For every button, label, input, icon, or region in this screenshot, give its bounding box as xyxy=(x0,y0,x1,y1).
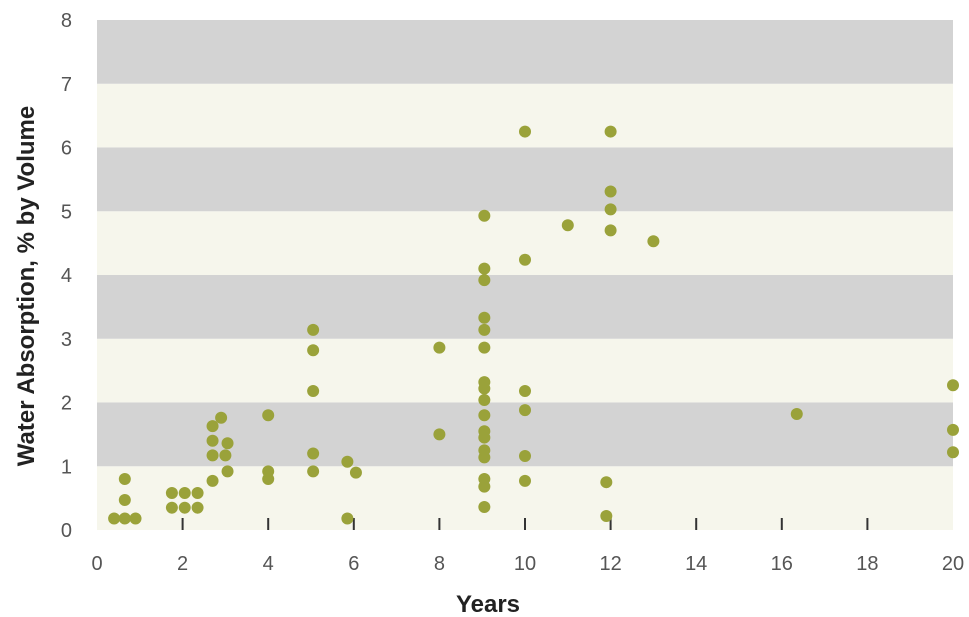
data-point-60 xyxy=(604,185,617,198)
data-point-23 xyxy=(307,447,320,460)
data-point-5 xyxy=(165,501,178,514)
data-point-48 xyxy=(478,209,491,222)
data-point-54 xyxy=(519,125,531,138)
data-point-18 xyxy=(221,437,234,450)
data-point-47 xyxy=(478,262,491,275)
x-tick-label-8: 8 xyxy=(434,553,445,575)
data-point-10 xyxy=(191,487,204,500)
data-point-44 xyxy=(478,323,491,336)
data-points xyxy=(108,125,959,525)
data-point-56 xyxy=(600,509,613,522)
data-point-0 xyxy=(108,512,121,525)
y-axis-tick-labels: 0 1 2 3 4 5 6 7 8 xyxy=(61,10,72,542)
data-point-22 xyxy=(307,465,320,478)
y-tick-label-0: 0 xyxy=(61,520,72,542)
x-tick-label-10: 10 xyxy=(514,553,536,575)
data-point-25 xyxy=(307,344,320,357)
band-6-7 xyxy=(97,83,953,148)
x-tick-label-4: 4 xyxy=(263,553,274,575)
x-tick-label-20: 20 xyxy=(942,553,964,575)
y-axis-title: Water Absorption, % by Volume xyxy=(13,106,40,466)
data-point-4 xyxy=(118,473,131,485)
band-7-8 xyxy=(97,20,953,84)
data-point-52 xyxy=(519,385,531,398)
data-point-27 xyxy=(341,512,354,525)
data-point-29 xyxy=(349,466,362,479)
y-tick-label-7: 7 xyxy=(61,74,72,96)
x-tick-label-14: 14 xyxy=(685,553,707,575)
data-point-49 xyxy=(519,474,531,487)
data-point-58 xyxy=(604,224,617,237)
y-tick-label-4: 4 xyxy=(61,265,72,287)
data-point-21 xyxy=(262,409,275,422)
data-point-16 xyxy=(219,449,232,462)
data-point-66 xyxy=(947,379,959,392)
data-point-62 xyxy=(647,235,660,248)
data-point-2 xyxy=(129,512,142,525)
data-point-24 xyxy=(307,385,320,398)
x-axis-title: Years xyxy=(456,591,520,617)
data-point-36 xyxy=(478,444,491,457)
data-point-38 xyxy=(478,425,491,438)
data-point-26 xyxy=(307,323,320,336)
data-point-20 xyxy=(262,465,275,478)
data-point-9 xyxy=(178,487,191,500)
data-point-13 xyxy=(206,434,219,447)
y-tick-label-8: 8 xyxy=(61,10,72,32)
x-axis-tick-marks xyxy=(181,518,869,530)
data-point-51 xyxy=(519,404,531,417)
data-point-53 xyxy=(519,253,531,266)
data-point-43 xyxy=(478,341,491,354)
data-point-64 xyxy=(947,446,959,459)
y-tick-label-2: 2 xyxy=(61,393,72,415)
data-point-55 xyxy=(561,219,574,232)
x-tick-label-16: 16 xyxy=(771,553,793,575)
data-point-1 xyxy=(118,512,131,525)
data-point-46 xyxy=(478,274,491,287)
data-point-50 xyxy=(519,450,531,463)
data-point-7 xyxy=(191,501,204,514)
data-point-8 xyxy=(165,487,178,500)
data-point-17 xyxy=(221,465,234,478)
data-point-34 xyxy=(478,473,491,485)
data-point-45 xyxy=(478,311,491,324)
data-point-40 xyxy=(478,393,491,406)
x-tick-label-18: 18 xyxy=(856,553,878,575)
data-point-39 xyxy=(478,409,491,422)
data-point-28 xyxy=(341,455,354,468)
data-point-65 xyxy=(947,423,959,436)
y-tick-label-5: 5 xyxy=(61,201,72,223)
data-point-11 xyxy=(206,474,219,487)
y-tick-label-1: 1 xyxy=(61,456,72,478)
data-point-30 xyxy=(433,428,446,441)
data-point-15 xyxy=(215,411,228,424)
x-tick-label-2: 2 xyxy=(177,553,188,575)
data-point-12 xyxy=(206,449,219,462)
data-point-6 xyxy=(178,501,191,514)
data-point-42 xyxy=(478,376,491,389)
y-tick-label-3: 3 xyxy=(61,329,72,351)
data-point-57 xyxy=(600,476,613,489)
data-point-59 xyxy=(604,203,617,216)
data-point-3 xyxy=(118,494,131,507)
band-5-6 xyxy=(97,147,953,212)
x-axis-tick-labels: 0 2 4 6 8 10 12 14 16 18 20 xyxy=(91,553,964,575)
x-tick-label-6: 6 xyxy=(348,553,359,575)
x-tick-label-0: 0 xyxy=(91,553,102,575)
data-point-63 xyxy=(790,407,803,420)
data-point-14 xyxy=(206,420,219,433)
data-point-31 xyxy=(433,341,446,354)
band-3-4 xyxy=(97,275,953,339)
data-point-32 xyxy=(478,501,491,514)
y-tick-label-6: 6 xyxy=(61,138,72,160)
x-tick-label-12: 12 xyxy=(599,553,621,575)
data-point-61 xyxy=(604,125,617,138)
